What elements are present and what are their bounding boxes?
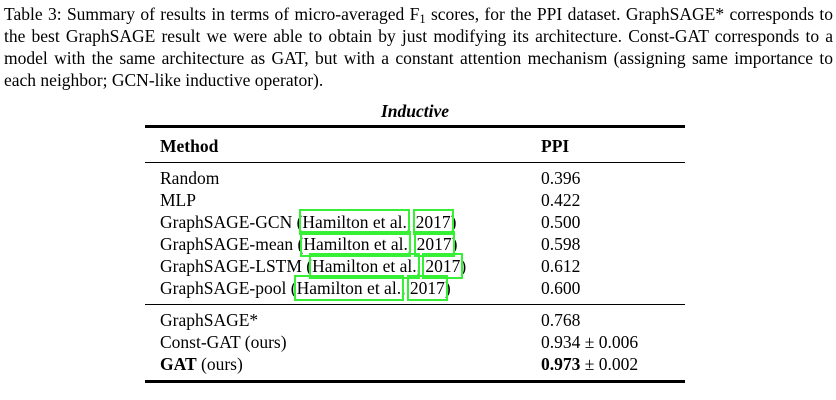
method-cell: GraphSAGE-LSTM (Hamilton et al., 2017) <box>145 253 541 279</box>
table-row-random: Random 0.396 <box>145 163 685 190</box>
citation-link-hamilton[interactable]: Hamilton et al. <box>300 231 411 257</box>
citation-link-hamilton[interactable]: Hamilton et al. <box>309 253 420 279</box>
method-text: GraphSAGE-pool ( <box>160 278 297 298</box>
table-caption: Table 3: Summary of results in terms of … <box>4 3 833 91</box>
method-text: GraphSAGE-mean ( <box>160 234 304 254</box>
table-row-graphsage-lstm: GraphSAGE-LSTM (Hamilton et al., 2017) 0… <box>145 253 685 279</box>
method-cell: MLP <box>160 190 196 210</box>
ppi-value-bold: 0.973 <box>541 354 581 374</box>
table-title: Inductive <box>380 101 450 121</box>
results-table-area: Inductive Method PPI Random 0.396 MLP 0.… <box>145 100 685 383</box>
method-text: GraphSAGE-LSTM ( <box>160 256 313 276</box>
method-cell: GAT (ours) <box>145 353 541 382</box>
ppi-value-cell: 0.600 <box>541 278 581 298</box>
citation-separator: , <box>401 278 410 298</box>
header-row: Method PPI <box>145 127 685 163</box>
table-row-mlp: MLP 0.422 <box>145 189 685 211</box>
ppi-results-table: Method PPI Random 0.396 MLP 0.422 GraphS… <box>145 125 685 383</box>
method-cell: GraphSAGE-pool (Hamilton et al., 2017) <box>145 275 541 305</box>
ppi-value-cell: 0.598 <box>541 234 581 254</box>
method-cell: GraphSAGE-mean (Hamilton et al., 2017) <box>145 231 541 257</box>
method-text-close: ) <box>451 234 458 254</box>
table-row-graphsage-pool: GraphSAGE-pool (Hamilton et al., 2017) 0… <box>145 275 685 305</box>
ppi-value-cell: 0.973 ± 0.002 <box>541 353 685 382</box>
method-cell: Random <box>160 168 220 188</box>
citation-year-link[interactable]: 2017 <box>422 253 464 279</box>
f1-subscript: 1 <box>419 12 426 26</box>
citation-link-hamilton[interactable]: Hamilton et al. <box>299 209 410 235</box>
citation-link-hamilton[interactable]: Hamilton et al. <box>293 275 405 301</box>
method-cell: GraphSAGE* <box>160 310 259 330</box>
method-text-close: ) <box>444 278 451 298</box>
caption-text-part2: scores, for the PPI dataset. GraphSAGE* … <box>4 4 833 90</box>
method-cell: GraphSAGE-GCN (Hamilton et al., 2017) <box>145 209 541 235</box>
method-text-close: ) <box>450 212 457 232</box>
caption-text-part1: Table 3: Summary of results in terms of … <box>4 4 420 24</box>
column-header-ppi: PPI <box>541 136 570 156</box>
citation-year-link[interactable]: 2017 <box>406 275 448 301</box>
table-row-graphsage-gcn: GraphSAGE-GCN (Hamilton et al., 2017) 0.… <box>145 209 685 235</box>
method-text-bold: GAT <box>160 354 197 374</box>
method-text-close: ) <box>460 256 467 276</box>
table-row-graphsage-mean: GraphSAGE-mean (Hamilton et al., 2017) 0… <box>145 231 685 257</box>
ppi-value-rest: ± 0.002 <box>580 354 639 374</box>
ppi-value-cell: 0.396 <box>541 168 581 188</box>
citation-separator: , <box>406 212 416 232</box>
method-cell: Const-GAT (ours) <box>160 332 287 352</box>
ppi-value-cell: 0.934 ± 0.006 <box>541 332 639 352</box>
ppi-value-cell: 0.500 <box>541 212 581 232</box>
citation-year-link[interactable]: 2017 <box>412 209 454 235</box>
table-row-const-gat: Const-GAT (ours) 0.934 ± 0.006 <box>145 331 685 353</box>
column-header-method: Method <box>160 136 219 156</box>
citation-separator: , <box>407 234 417 254</box>
ppi-value-cell: 0.768 <box>541 310 581 330</box>
citation-separator: , <box>416 256 426 276</box>
citation-year-link[interactable]: 2017 <box>413 231 455 257</box>
method-text: GraphSAGE-GCN ( <box>160 212 303 232</box>
table-row-gat: GAT (ours) 0.973 ± 0.002 <box>145 353 685 382</box>
method-text: (ours) <box>196 354 243 374</box>
ppi-value-cell: 0.612 <box>541 256 581 276</box>
table-row-graphsage-star: GraphSAGE* 0.768 <box>145 305 685 332</box>
ppi-value-cell: 0.422 <box>541 190 581 210</box>
